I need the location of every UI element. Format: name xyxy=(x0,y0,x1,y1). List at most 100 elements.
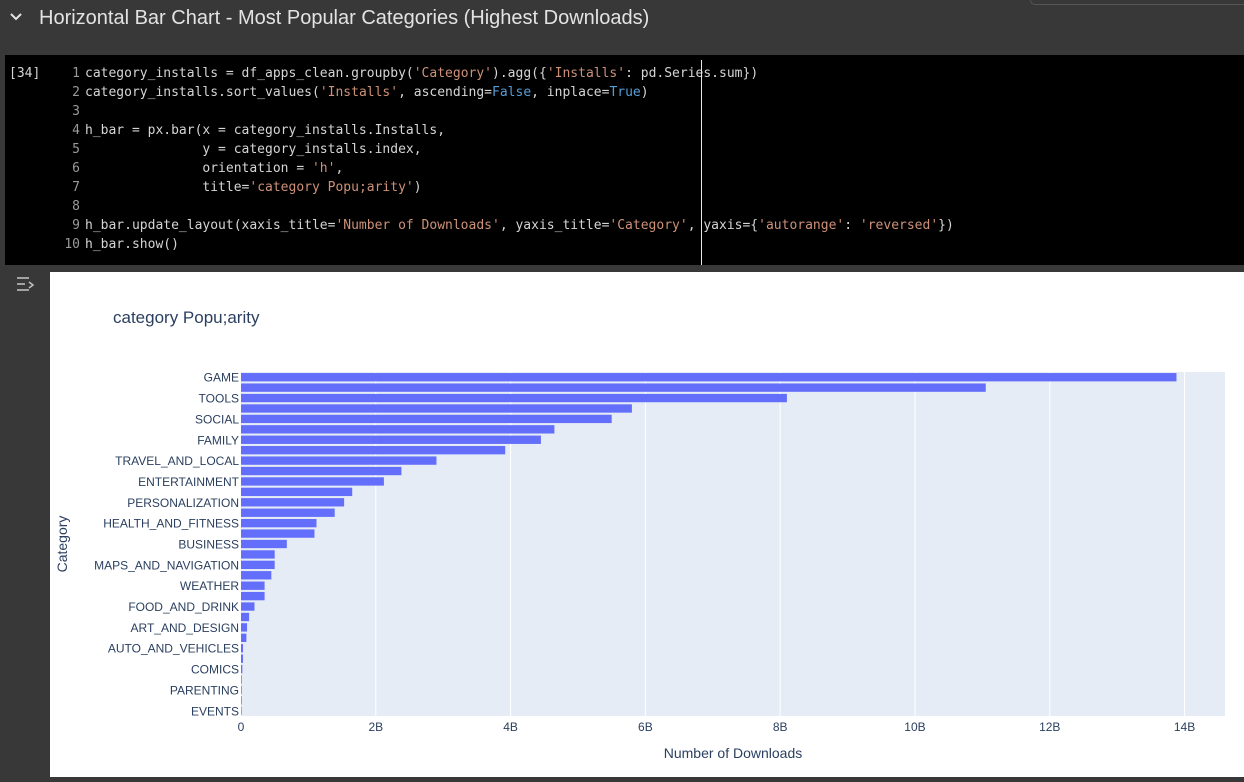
code-token: h_bar.update_layout(xaxis_title= xyxy=(85,218,336,233)
y-tick-label: AUTO_AND_VEHICLES xyxy=(108,642,239,656)
output-toggle-icon[interactable] xyxy=(14,274,36,294)
bar xyxy=(241,602,255,611)
bar xyxy=(241,456,437,465)
y-tick-label: WEATHER xyxy=(180,579,239,593)
code-line[interactable]: 4 h_bar = px.bar(x = category_installs.In… xyxy=(62,121,954,140)
bar xyxy=(241,623,248,632)
code-token: , inplace= xyxy=(531,85,610,100)
code-token: ).agg({ xyxy=(492,66,547,81)
bar xyxy=(241,654,244,663)
y-tick-label: FAMILY xyxy=(197,433,239,447)
code-line[interactable]: 7 title='category Popu;arity') xyxy=(62,178,954,197)
bar xyxy=(241,696,242,705)
code-line[interactable]: 10 h_bar.show() xyxy=(62,235,954,254)
code-line[interactable]: 2 category_installs.sort_values('Installs… xyxy=(62,83,954,102)
code-token: False xyxy=(492,85,532,100)
code-token: y = category_installs.index, xyxy=(85,142,422,157)
code-token: h_bar = px.bar(x = category_installs.Ins… xyxy=(85,123,446,138)
y-tick-label: ART_AND_DESIGN xyxy=(131,621,239,635)
code-line[interactable]: 9 h_bar.update_layout(xaxis_title= 'Number… xyxy=(62,216,954,235)
code-token: 'Installs' xyxy=(546,66,626,81)
bar xyxy=(241,664,243,674)
bar xyxy=(241,591,265,601)
code-token: h_bar.show() xyxy=(85,237,179,252)
plot-area xyxy=(241,372,1225,716)
code-token: ) xyxy=(413,180,422,195)
code-token: 'Category' xyxy=(413,66,493,81)
y-tick-label: TOOLS xyxy=(199,392,239,406)
bar xyxy=(241,414,612,424)
x-tick-label: 2B xyxy=(368,720,383,734)
bar xyxy=(241,529,315,538)
code-token: 'Number of Downloads' xyxy=(335,218,500,233)
section-header: Horizontal Bar Chart - Most Popular Cate… xyxy=(0,0,1244,40)
code-token: category_installs.sort_values( xyxy=(85,85,320,100)
y-tick-label: COMICS xyxy=(191,663,239,677)
bar xyxy=(241,498,345,507)
bar xyxy=(241,435,541,444)
execution-count: [34] xyxy=(9,66,41,81)
chart-title: category Popu;arity xyxy=(113,308,260,327)
y-tick-label: FOOD_AND_DRINK xyxy=(128,600,239,614)
bar xyxy=(241,706,242,715)
y-axis-title: Category xyxy=(54,516,70,573)
code-token: 'Category' xyxy=(609,218,688,233)
section-title[interactable]: Horizontal Bar Chart - Most Popular Cate… xyxy=(39,7,650,29)
code-token: , ascending= xyxy=(398,85,493,100)
line-number: 4 xyxy=(72,123,80,138)
bar xyxy=(241,633,247,642)
bar xyxy=(241,644,244,653)
code-token: : xyxy=(844,218,860,233)
code-token: 'category Popu;arity' xyxy=(249,180,414,195)
header-edge xyxy=(1030,0,1244,5)
text-cursor xyxy=(701,60,702,265)
bar xyxy=(241,466,402,476)
line-number: 1 xyxy=(72,66,80,81)
code-line[interactable]: 5 y = category_installs.index, xyxy=(62,140,954,159)
code-token: }) xyxy=(938,218,954,233)
code-editor[interactable]: 1 category_installs = df_apps_clean.group… xyxy=(62,64,954,254)
code-line[interactable]: 3 xyxy=(62,102,954,121)
code-token: ) xyxy=(640,85,649,100)
code-token: category_installs = df_apps_clean.groupb… xyxy=(85,66,414,81)
x-tick-label: 8B xyxy=(773,720,788,734)
code-token: : pd.Series.sum}) xyxy=(625,66,759,81)
code-token: , yaxis_title= xyxy=(499,218,610,233)
line-number: 2 xyxy=(72,85,80,100)
code-token: True xyxy=(609,85,641,100)
bar xyxy=(241,518,317,528)
bar xyxy=(241,539,287,549)
bar xyxy=(241,446,506,455)
chevron-down-icon[interactable] xyxy=(8,9,24,25)
y-tick-label: BUSINESS xyxy=(178,538,239,552)
bar xyxy=(241,560,275,570)
line-number: 9 xyxy=(72,218,80,233)
bar xyxy=(241,383,986,392)
code-line[interactable]: 6 orientation = 'h', xyxy=(62,159,954,178)
x-tick-label: 0 xyxy=(238,720,245,734)
y-tick-label: SOCIAL xyxy=(195,412,239,426)
bar xyxy=(241,685,242,695)
bar-chart: 0 2B 4B 6B 8B 10B 12B 14B GAME TOOLS SOCIAL FAMILY T… xyxy=(54,308,1225,761)
bar xyxy=(241,487,353,497)
line-number: 10 xyxy=(64,237,80,252)
x-tick-label: 6B xyxy=(638,720,653,734)
line-number: 7 xyxy=(72,180,80,195)
x-axis-title: Number of Downloads xyxy=(664,745,803,761)
bar xyxy=(241,508,335,517)
bar xyxy=(241,612,250,622)
line-number: 6 xyxy=(72,161,80,176)
bar xyxy=(241,477,384,486)
bar xyxy=(241,571,272,580)
y-tick-label: MAPS_AND_NAVIGATION xyxy=(94,558,239,572)
x-tick-label: 10B xyxy=(904,720,925,734)
bar xyxy=(241,675,242,684)
code-token: 'reversed' xyxy=(859,218,939,233)
code-token: 'autorange' xyxy=(758,218,845,233)
code-line[interactable]: 1 category_installs = df_apps_clean.group… xyxy=(62,64,954,83)
code-cell[interactable] xyxy=(5,55,1244,265)
code-line[interactable]: 8 xyxy=(62,197,954,216)
code-token: orientation = xyxy=(85,161,312,176)
x-tick-label: 12B xyxy=(1039,720,1060,734)
code-token: 'Installs' xyxy=(319,85,399,100)
